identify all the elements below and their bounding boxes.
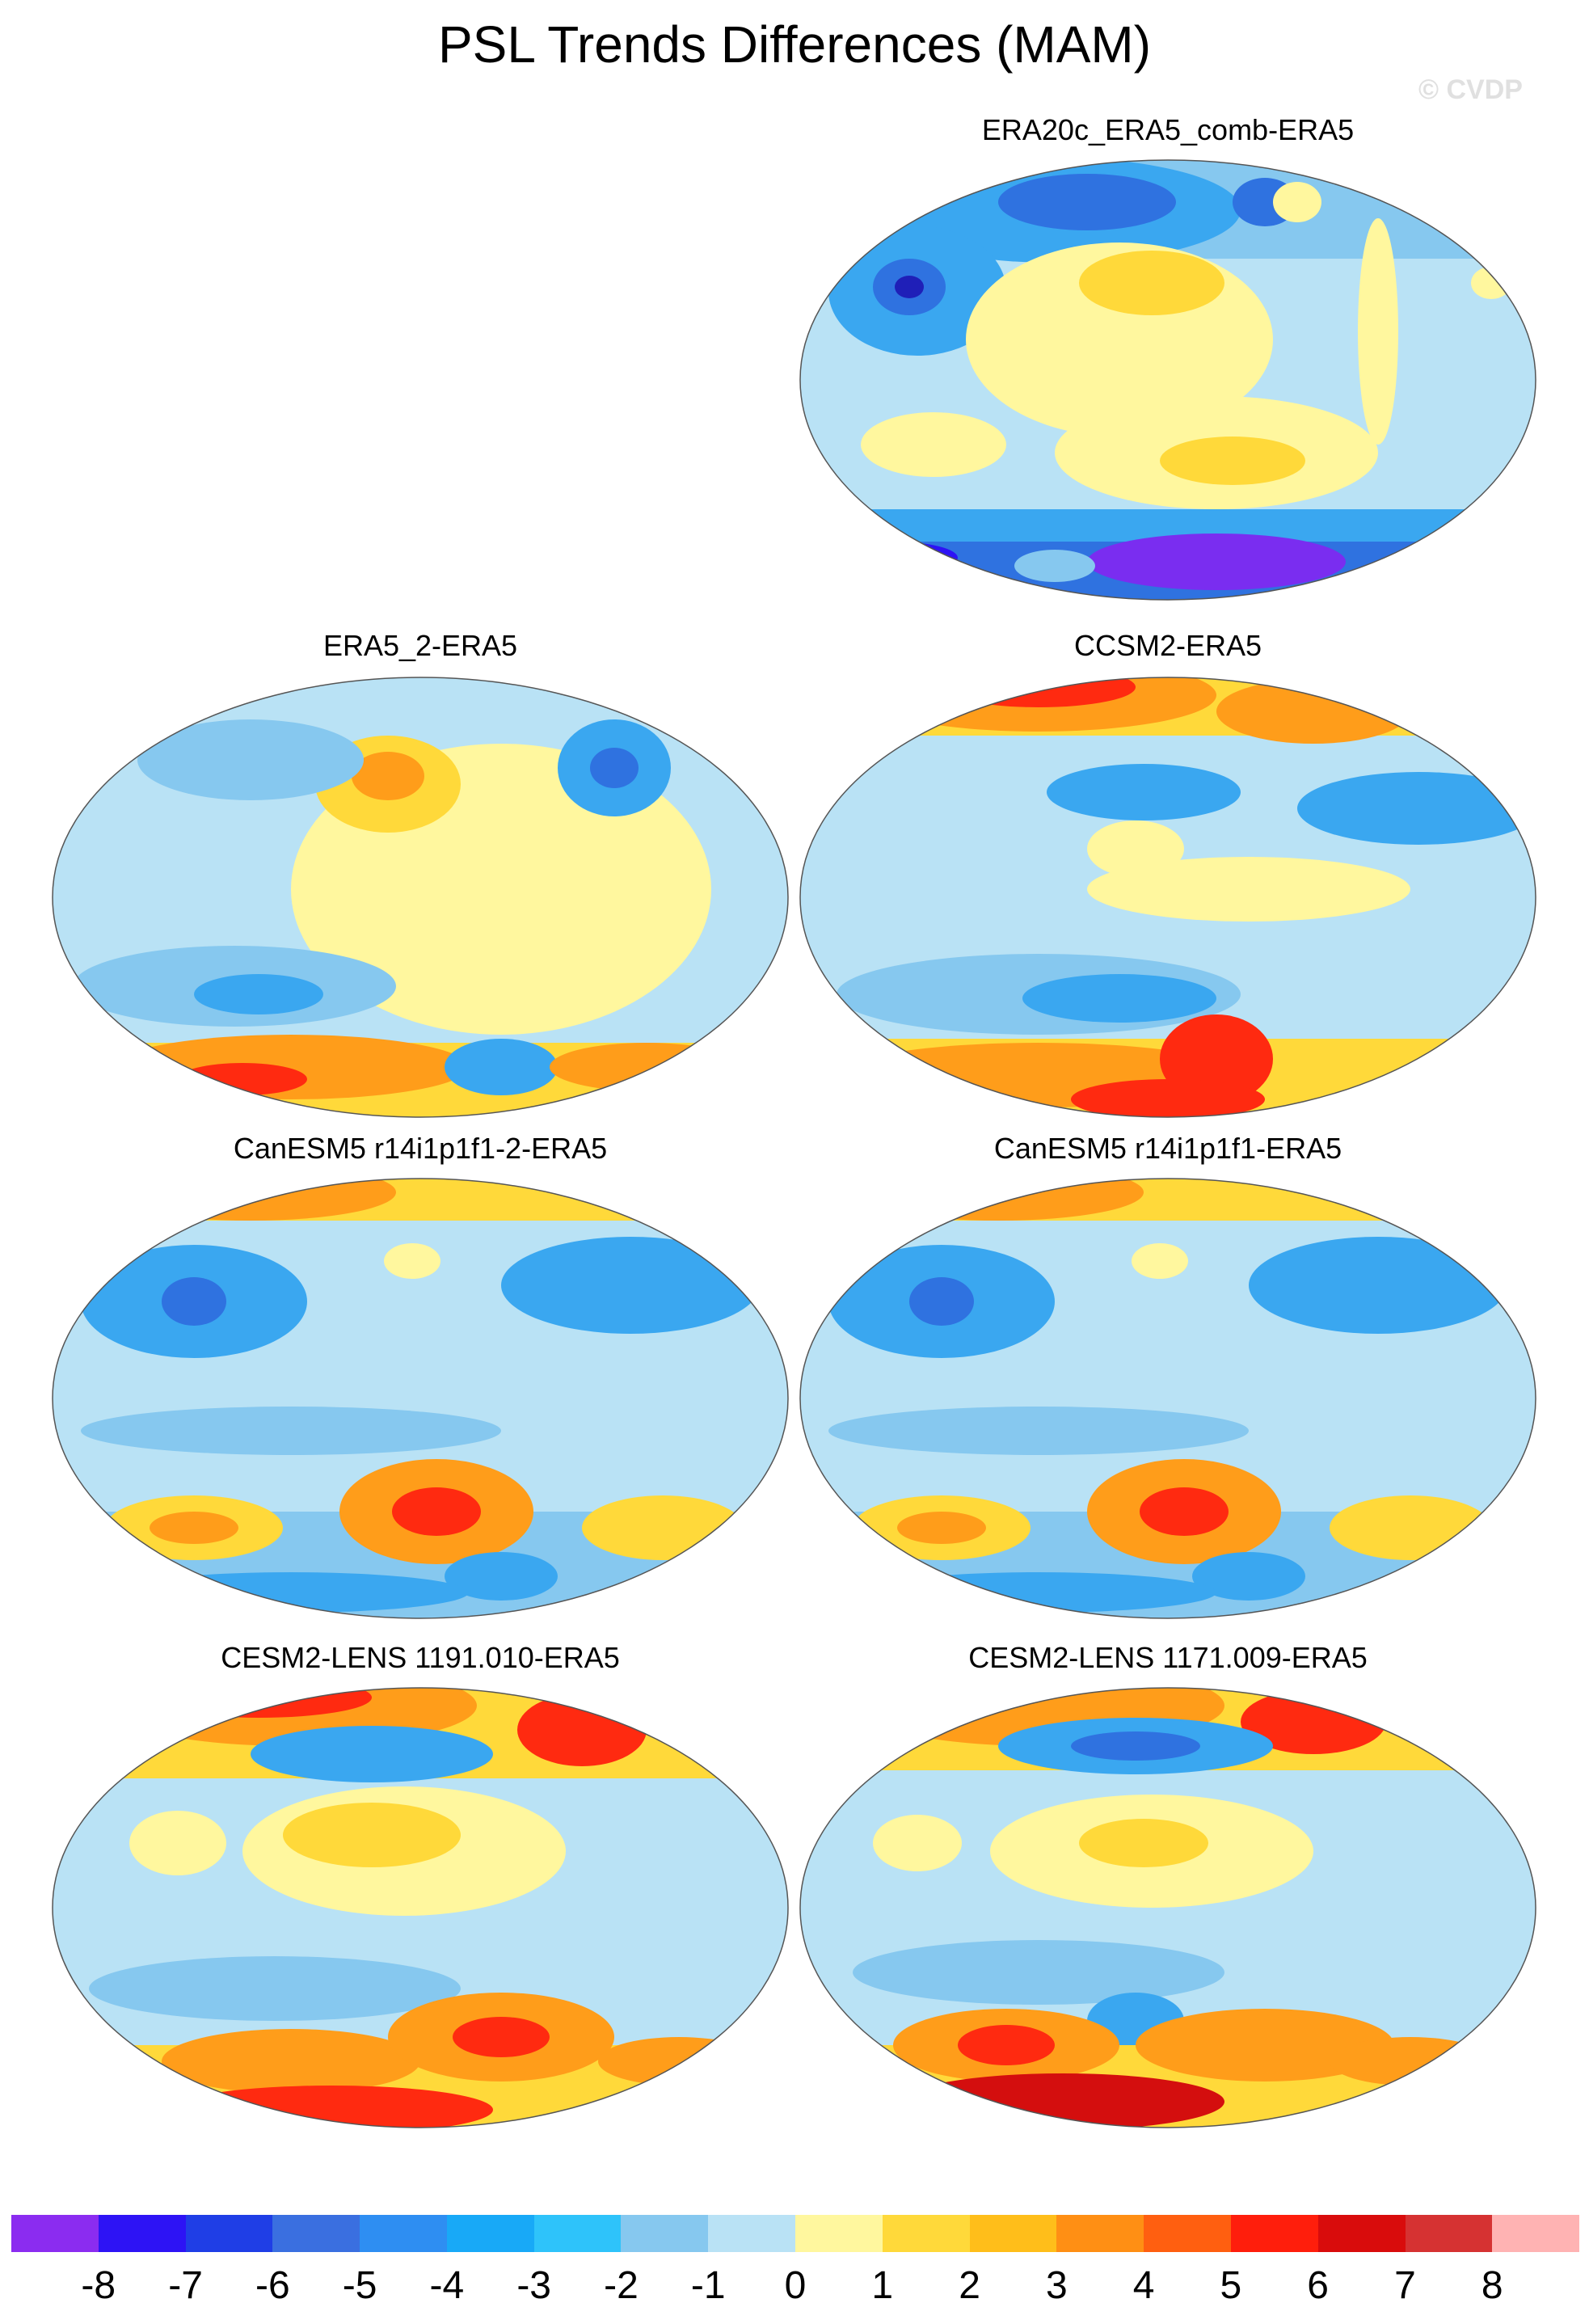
colorbar-tick-label: 3 [1045,2264,1068,2307]
colorbar-swatch [882,2215,970,2252]
colorbar-swatch [795,2215,883,2252]
panel-title-era5-2: ERA5_2-ERA5 [322,629,518,662]
watermark: © CVDP [1418,74,1523,105]
map-era20c [799,159,1536,601]
colorbar-tick-label: 5 [1220,2264,1242,2307]
colorbar-swatch [1056,2215,1144,2252]
colorbar-tick-label: 7 [1394,2264,1416,2307]
map-canesm5 [799,1178,1536,1619]
colorbar-swatch [1317,2215,1406,2252]
colorbar-tick-label: -2 [604,2264,639,2307]
panel-title-cesm2-1171: CESM2-LENS 1171.009-ERA5 [968,1641,1368,1674]
colorbar-tick-label: 8 [1481,2264,1503,2307]
colorbar-swatch [708,2215,796,2252]
colorbar-tick-label: 0 [784,2264,807,2307]
panel-title-canesm5: CanESM5 r14i1p1f1-ERA5 [993,1132,1342,1165]
colorbar-swatch [1492,2215,1580,2252]
colorbar-tick-label: 4 [1132,2264,1155,2307]
colorbar-tick-label: 6 [1307,2264,1330,2307]
map-cesm2-1171 [799,1687,1536,2128]
colorbar-swatch [446,2215,534,2252]
colorbar-swatch [272,2215,360,2252]
colorbar-swatch [1230,2215,1318,2252]
colorbar-swatch [969,2215,1057,2252]
colorbar-tick-label: -5 [342,2264,377,2307]
colorbar [11,2215,1580,2252]
map-cesm2-1191 [52,1687,789,2128]
panel-title-ccsm2: CCSM2-ERA5 [1073,629,1262,662]
map-ccsm2 [799,677,1536,1118]
colorbar-swatch [185,2215,273,2252]
colorbar-tick-label: -6 [255,2264,290,2307]
colorbar-labels: -8 -7 -6 -5 -4 -3 -2 -1 0 1 2 3 4 5 6 7 8 [11,2263,1579,2312]
colorbar-tick-label: -4 [429,2264,465,2307]
panel-title-canesm5-2: CanESM5 r14i1p1f1-2-ERA5 [233,1132,608,1165]
colorbar-swatch [98,2215,186,2252]
colorbar-tick-label: -7 [168,2264,203,2307]
map-era5-2 [52,677,789,1118]
panel-title-era20c: ERA20c_ERA5_comb-ERA5 [981,113,1355,146]
colorbar-swatch [1144,2215,1231,2252]
colorbar-tick-label: 1 [871,2264,894,2307]
colorbar-swatch [360,2215,447,2252]
colorbar-swatch [1405,2215,1493,2252]
panel-title-cesm2-1191: CESM2-LENS 1191.010-ERA5 [221,1641,620,1674]
colorbar-tick-label: 2 [959,2264,980,2307]
colorbar-tick-label: -1 [690,2264,726,2307]
colorbar-swatch [621,2215,709,2252]
figure-title: PSL Trends Differences (MAM) [437,15,1152,74]
colorbar-tick-label: -3 [516,2264,551,2307]
map-canesm5-2 [52,1178,789,1619]
colorbar-swatch [533,2215,622,2252]
colorbar-swatch [11,2215,99,2252]
colorbar-tick-label: -8 [81,2264,116,2307]
